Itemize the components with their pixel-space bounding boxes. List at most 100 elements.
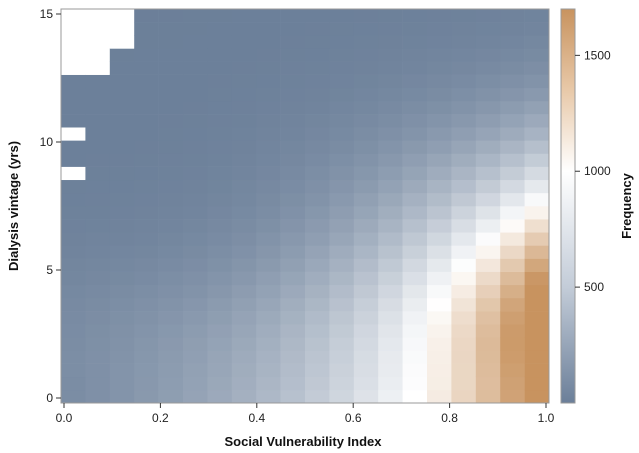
heatmap-cell <box>475 114 501 128</box>
heatmap-cell <box>329 22 355 36</box>
heatmap-cell <box>451 206 477 220</box>
heatmap-cell <box>378 297 403 312</box>
heatmap-cell <box>183 271 208 286</box>
colorbar <box>560 8 576 404</box>
heatmap-cell <box>280 219 306 233</box>
heatmap-cell <box>85 87 111 102</box>
heatmap-cell <box>524 153 550 167</box>
heatmap-cell <box>378 192 403 207</box>
heatmap-cell <box>61 114 86 128</box>
heatmap-cell <box>231 324 257 338</box>
heatmap-cell <box>524 311 550 325</box>
heatmap-cell <box>207 166 233 181</box>
heatmap-cell <box>280 192 306 207</box>
heatmap-cell <box>134 87 159 102</box>
heatmap-cell <box>231 48 257 62</box>
heatmap-cell <box>207 337 233 351</box>
heatmap-cell <box>427 127 452 141</box>
heatmap-cell <box>207 271 233 286</box>
heatmap-cell <box>353 232 379 246</box>
heatmap-cell <box>158 9 184 23</box>
heatmap-cell <box>475 35 501 49</box>
heatmap-cell <box>85 179 111 194</box>
heatmap-cell <box>524 324 550 338</box>
heatmap-cell <box>329 284 355 299</box>
heatmap-cell <box>280 127 306 141</box>
heatmap-cell <box>475 311 501 325</box>
heatmap-cell <box>329 245 355 259</box>
heatmap-cell <box>231 389 257 404</box>
y-axis: 0 5 10 15 <box>40 7 61 405</box>
heatmap-cell <box>134 48 159 62</box>
heatmap-cell <box>61 389 86 404</box>
heatmap-cell <box>353 337 379 351</box>
heatmap-cell <box>61 363 86 378</box>
heatmap-cell <box>85 127 111 141</box>
heatmap-cell <box>85 166 111 181</box>
heatmap-cell <box>451 74 477 89</box>
heatmap-cell <box>329 127 355 141</box>
heatmap-cell <box>427 363 452 378</box>
heatmap-cell <box>134 192 159 207</box>
heatmap-cell <box>183 311 208 325</box>
heatmap-cell <box>158 232 184 246</box>
heatmap-cell <box>109 179 135 194</box>
heatmap-cell <box>183 9 208 23</box>
heatmap-cell <box>61 376 86 391</box>
heatmap-cell <box>500 100 525 115</box>
heatmap-cell <box>158 179 184 194</box>
y-tick-label: 0 <box>46 391 53 405</box>
heatmap-cell <box>231 258 257 272</box>
heatmap-cell <box>451 258 477 272</box>
heatmap-cell <box>256 22 281 36</box>
heatmap-cell <box>61 74 86 89</box>
heatmap-cell <box>109 337 135 351</box>
heatmap-cell <box>207 324 233 338</box>
heatmap-cell <box>183 87 208 102</box>
heatmap-cell <box>305 271 330 286</box>
heatmap-cell <box>353 166 379 181</box>
heatmap-cell <box>109 48 135 62</box>
heatmap-cell <box>427 192 452 207</box>
heatmap-cell <box>109 100 135 115</box>
heatmap-cell <box>524 166 550 181</box>
heatmap-cell <box>85 271 111 286</box>
heatmap-cell <box>500 140 525 154</box>
heatmap-cell <box>183 192 208 207</box>
heatmap-cell <box>183 48 208 62</box>
heatmap-cell <box>378 324 403 338</box>
heatmap-cell <box>524 232 550 246</box>
heatmap-cell <box>427 324 452 338</box>
heatmap-cell <box>475 22 501 36</box>
heatmap-cell <box>85 389 111 404</box>
heatmap-cell <box>134 9 159 23</box>
heatmap-cell <box>402 258 428 272</box>
heatmap-cell <box>475 100 501 115</box>
heatmap-cell <box>305 337 330 351</box>
heatmap-cell <box>280 166 306 181</box>
heatmap-cell <box>524 22 550 36</box>
heatmap-cell <box>231 140 257 154</box>
heatmap-cell <box>85 22 111 36</box>
heatmap-cell <box>207 297 233 312</box>
heatmap-cell <box>183 389 208 404</box>
heatmap-cell <box>475 284 501 299</box>
heatmap-cell <box>109 258 135 272</box>
heatmap-cell <box>475 179 501 194</box>
heatmap-cell <box>402 363 428 378</box>
heatmap-cell <box>158 350 184 364</box>
heatmap-cell <box>207 114 233 128</box>
heatmap-cell <box>500 114 525 128</box>
heatmap-cell <box>256 179 281 194</box>
heatmap-cell <box>500 127 525 141</box>
heatmap-cell <box>500 61 525 75</box>
heatmap-cell <box>353 206 379 220</box>
heatmap-cell <box>134 389 159 404</box>
heatmap-cell <box>475 206 501 220</box>
heatmap-cell <box>256 100 281 115</box>
heatmap-cell <box>85 35 111 49</box>
heatmap-cell <box>61 153 86 167</box>
heatmap-cell <box>158 140 184 154</box>
heatmap-cell <box>524 245 550 259</box>
heatmap-cell <box>207 311 233 325</box>
